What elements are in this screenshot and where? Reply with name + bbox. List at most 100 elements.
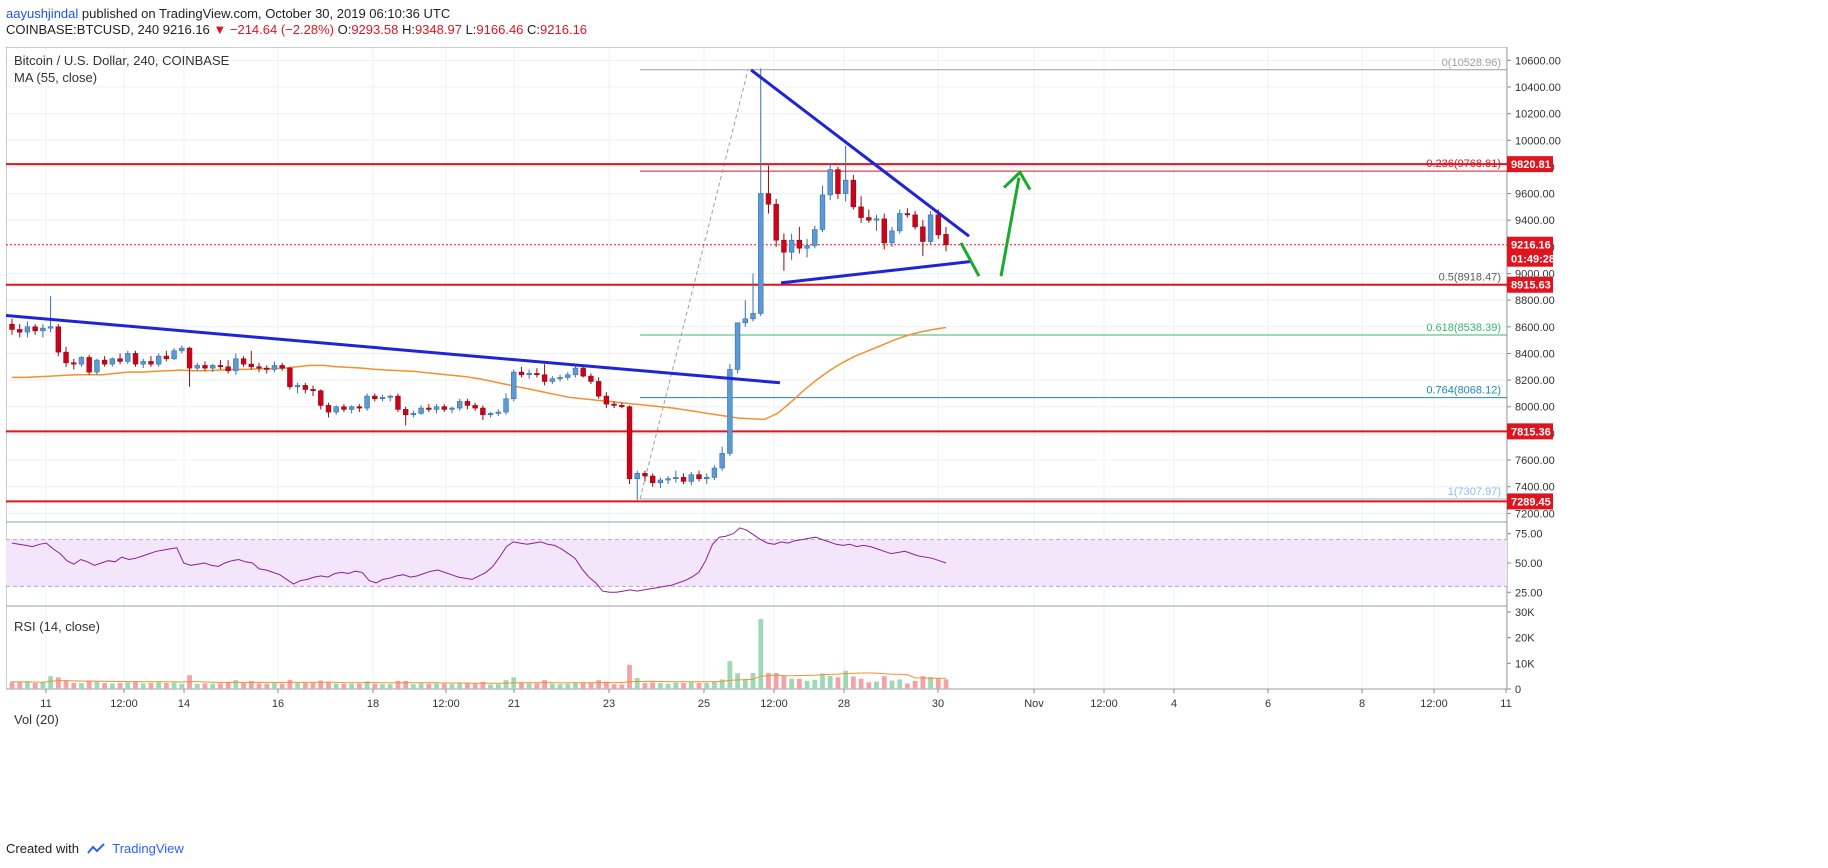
volume-bar-59 [465,683,470,689]
time-tick-label-11: 30 [932,698,944,710]
candle-body-32 [256,366,262,369]
candle-body-55 [433,406,440,410]
candle-body-56 [441,406,447,410]
candle-body-53 [418,407,424,414]
arrow-down-leg [959,242,981,277]
volume-bar-121 [943,679,949,689]
volume-bar-19 [156,682,162,689]
candle-body-106 [827,169,833,196]
price-tick-label-3: 10000.00 [1515,135,1561,147]
price-change: ▼ −214.64 (−2.28%) [213,22,334,37]
high-label: H: [401,22,415,37]
volume-bar-110 [858,678,864,689]
volume-bar-114 [889,680,895,689]
candle-body-96 [750,313,756,320]
volume-bar-94 [735,673,740,689]
candle-body-4 [40,327,46,332]
candle-body-107 [835,169,841,194]
rsi-tick-label-1: 50.00 [1515,558,1543,570]
level-badge-2 [1507,423,1553,440]
time-tick-label-1: 12:00 [110,698,138,710]
volume-bar-106 [827,675,833,689]
tradingview-logo-icon [86,843,105,854]
candle-body-79 [619,405,625,408]
candle-body-85 [665,478,671,481]
candle-body-2 [24,326,31,333]
candle-body-16 [132,353,139,365]
candle-body-14 [117,358,123,362]
time-tick-label-6: 21 [508,698,520,710]
volume-bar-81 [634,678,640,689]
candle-body-118 [920,226,926,242]
volume-bar-54 [426,683,432,689]
volume-bar-57 [449,684,455,689]
candle-body-24 [194,365,200,369]
volume-bar-85 [665,683,671,689]
triangle-upper-trendline [750,68,970,238]
volume-bar-27 [218,683,223,689]
candle-body-87 [680,477,687,482]
volume-bar-99 [773,672,779,689]
price-tick-label-9: 8800.00 [1515,295,1555,307]
volume-bar-21 [171,682,177,689]
candle-body-93 [727,369,733,454]
volume-bar-13 [109,683,115,689]
candle-body-50 [395,395,401,410]
candle-body-28 [225,366,231,372]
volume-bar-18 [148,683,154,689]
price-tick-label-1: 10400.00 [1515,82,1561,94]
level-badge-label-3: 7289.45 [1511,496,1551,508]
candle-body-63 [495,411,501,414]
candle-body-117 [912,214,918,228]
volume-bar-37 [295,683,300,689]
candle-body-6 [55,326,62,353]
candle-body-116 [904,213,911,216]
volume-bar-96 [750,672,756,689]
price-tick-label-2: 10200.00 [1515,109,1561,121]
fib-label-0: 0(10528.96) [1442,57,1501,69]
candle-body-42 [333,406,339,413]
volume-bar-44 [349,683,355,689]
volume-bar-34 [272,683,277,689]
volume-bar-10 [86,680,92,689]
time-tick-label-2: 14 [178,698,190,710]
volume-bar-8 [71,683,77,689]
ma-legend[interactable]: MA (55, close) [14,70,98,85]
candle-body-30 [240,358,247,365]
fib-label-2: 0.5(8918.47) [1439,271,1501,283]
volume-bar-2 [25,681,30,689]
candle-body-105 [819,194,826,230]
fib-label-4: 0.764(8068.12) [1426,385,1501,397]
candle-body-31 [248,363,254,368]
candle-body-99 [773,203,779,241]
volume-bar-56 [441,683,447,689]
candle-body-44 [348,406,355,410]
rsi-legend[interactable]: RSI (14, close) [14,619,100,634]
candle-body-35 [279,365,285,369]
volume-bar-105 [820,673,825,689]
candle-body-39 [310,389,316,392]
volume-bar-89 [696,683,702,689]
rsi-tick-label-0: 75.00 [1515,529,1543,541]
arrow-up-shaft [999,177,1021,277]
volume-bar-30 [241,683,246,689]
chart-svg[interactable]: 10600.0010400.0010200.0010000.009800.009… [6,47,1822,837]
candle-body-45 [356,406,363,409]
ma-55-line [12,326,947,421]
candle-body-84 [657,479,664,483]
ohlc-line: COINBASE:BTCUSD, 240 9216.16 ▼ −214.64 (… [6,22,587,37]
candle-body-71 [557,377,563,380]
volume-bar-1 [17,682,23,689]
vol-legend[interactable]: Vol (20) [14,712,59,727]
volume-bar-29 [233,680,239,689]
tradingview-brand[interactable]: TradingView [112,841,184,856]
price-tick-label-16: 7400.00 [1515,482,1555,494]
candle-body-70 [549,378,556,382]
rsi-band-fill [6,539,1507,587]
volume-bar-7 [63,680,69,689]
time-tick-label-5: 12:00 [432,698,460,710]
author-link[interactable]: aayushjindal [6,6,79,21]
candle-body-114 [889,230,895,244]
high-value: 9348.97 [414,22,462,37]
candle-body-7 [63,351,69,364]
